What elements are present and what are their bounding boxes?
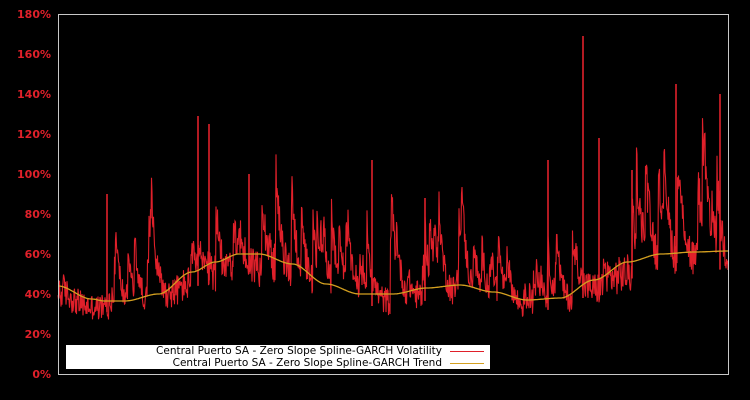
legend-item-trend: Central Puerto SA - Zero Slope Spline-GA… bbox=[173, 357, 484, 369]
y-tick-label: 80% bbox=[25, 208, 51, 221]
volatility-line bbox=[57, 118, 729, 320]
y-tick-label: 60% bbox=[25, 248, 51, 261]
legend-label-trend: Central Puerto SA - Zero Slope Spline-GA… bbox=[172, 357, 442, 369]
y-tick-label: 140% bbox=[17, 88, 51, 101]
y-tick-label: 180% bbox=[17, 8, 51, 21]
y-tick-label: 160% bbox=[17, 48, 51, 61]
legend-label-volatility: Central Puerto SA - Zero Slope Spline-GA… bbox=[156, 345, 442, 357]
y-tick-label: 0% bbox=[32, 368, 51, 381]
y-tick-label: 40% bbox=[25, 288, 51, 301]
y-axis-ticks: 0% 20% 40% 60% 80% 100% 120% 140% 160% 180% bbox=[17, 8, 51, 381]
legend-swatch-trend bbox=[450, 362, 484, 364]
y-tick-label: 100% bbox=[17, 168, 51, 181]
plot-area-frame bbox=[58, 14, 729, 375]
legend: Central Puerto SA - Zero Slope Spline-GA… bbox=[66, 345, 490, 369]
trend-line bbox=[58, 250, 728, 302]
volatility-series bbox=[57, 36, 729, 320]
y-tick-label: 120% bbox=[17, 128, 51, 141]
legend-swatch-volatility bbox=[450, 350, 484, 352]
legend-item-volatility: Central Puerto SA - Zero Slope Spline-GA… bbox=[156, 345, 484, 357]
y-tick-label: 20% bbox=[25, 328, 51, 341]
